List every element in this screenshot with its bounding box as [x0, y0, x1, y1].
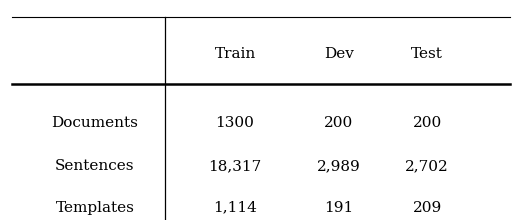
Text: Templates: Templates: [55, 201, 134, 215]
Text: Test: Test: [411, 46, 443, 61]
Text: 200: 200: [324, 116, 353, 130]
Text: 1300: 1300: [216, 116, 255, 130]
Text: Dev: Dev: [324, 46, 354, 61]
Text: Sentences: Sentences: [55, 160, 135, 174]
Text: 200: 200: [412, 116, 442, 130]
Text: 2,702: 2,702: [405, 160, 449, 174]
Text: 209: 209: [412, 201, 442, 215]
Text: 1,114: 1,114: [213, 201, 257, 215]
Text: 191: 191: [324, 201, 353, 215]
Text: Documents: Documents: [51, 116, 138, 130]
Text: 18,317: 18,317: [208, 160, 262, 174]
Text: Train: Train: [215, 46, 256, 61]
Text: 2,989: 2,989: [317, 160, 361, 174]
